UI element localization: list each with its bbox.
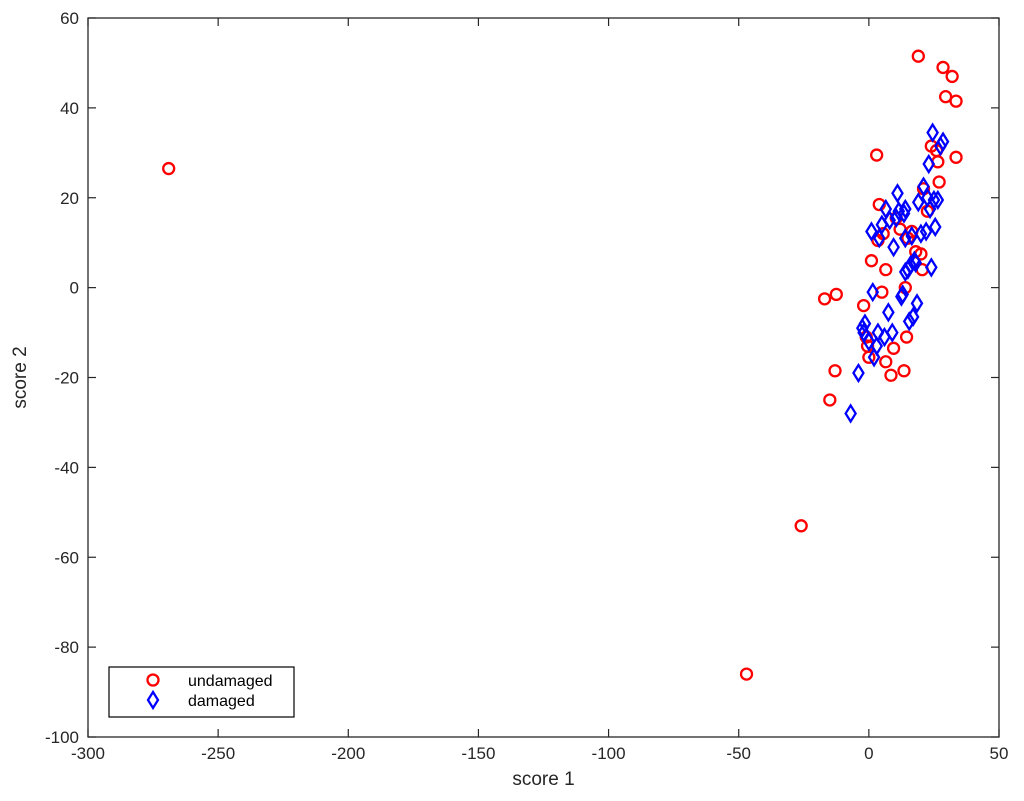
x-tick-label: -100 [592,744,626,763]
point-undamaged [794,519,808,533]
point-damaged [910,293,924,314]
y-tick-label: -60 [54,548,79,567]
point-damaged [865,221,878,242]
x-tick-label: -250 [201,744,235,763]
point-undamaged [829,287,843,302]
point-undamaged [870,148,884,162]
x-tick-label: -300 [71,744,105,763]
legend-marker-damaged [146,689,160,711]
point-damaged [883,210,897,231]
point-undamaged [949,150,963,164]
point-damaged [931,189,945,211]
y-tick-label: -80 [54,638,79,657]
point-undamaged [739,667,754,681]
legend-label-undamaged: undamaged [188,673,273,690]
point-damaged [924,257,938,278]
y-tick-label: -40 [54,458,79,477]
y-tick-label: -100 [45,728,79,747]
point-damaged [934,135,947,157]
point-undamaged [864,254,879,268]
point-undamaged [879,355,893,369]
point-undamaged [899,330,914,344]
y-tick-label: 60 [60,9,79,28]
legend-marker-undamaged [146,673,160,687]
point-undamaged [823,393,837,407]
point-damaged [866,281,880,303]
point-damaged [871,322,885,343]
point-damaged [872,228,886,249]
point-undamaged [932,175,946,189]
point-undamaged [938,89,953,104]
plot-background [88,18,999,737]
point-damaged [909,252,923,274]
x-tick-label: -150 [461,744,495,763]
legend-box [108,666,295,718]
y-tick-label: -20 [54,369,79,388]
point-damaged [862,331,876,352]
point-damaged [928,216,942,238]
point-undamaged [886,341,901,355]
point-damaged [898,228,912,249]
point-damaged [922,153,936,175]
point-undamaged [857,298,871,313]
point-damaged [896,284,910,305]
y-axis-label: score 2 [10,346,31,408]
point-damaged [936,131,950,152]
point-damaged [919,221,933,242]
point-damaged [904,254,917,276]
point-damaged [844,403,857,424]
point-damaged [914,223,928,244]
x-tick-label: -50 [726,744,751,763]
point-undamaged [936,60,950,75]
point-undamaged [884,368,898,382]
point-undamaged [897,364,911,378]
point-undamaged [945,69,959,84]
x-tick-label: 50 [990,744,1009,763]
point-damaged [906,306,920,328]
point-undamaged [828,364,842,378]
point-undamaged [911,49,925,63]
point-damaged [882,302,895,323]
point-damaged [858,313,872,334]
point-damaged [926,122,939,143]
point-damaged [902,311,916,332]
tick-labels: -300 -250 -200 -150 -100 -50 0 50-100-80-60-40-… [45,9,1008,763]
data-points [162,49,963,681]
point-damaged [901,259,915,280]
point-undamaged [817,292,832,306]
point-damaged [885,322,899,343]
x-tick-label: -200 [331,744,365,763]
series-undamaged [162,49,963,681]
point-damaged [911,192,925,213]
y-tick-label: 0 [70,279,79,298]
point-undamaged [862,350,876,364]
point-damaged [852,362,865,384]
plot-frame [87,17,1000,738]
point-damaged [927,189,941,211]
series-damaged [844,122,950,424]
point-undamaged [875,285,889,299]
point-undamaged [949,94,963,108]
point-undamaged [162,161,176,176]
point-damaged [855,317,869,339]
x-axis-label: score 1 [512,769,574,790]
point-undamaged [879,262,893,277]
y-tick-label: 40 [60,99,79,118]
point-damaged [870,335,884,357]
x-tick-label: 0 [864,744,873,763]
y-tick-label: 20 [60,189,79,208]
legend: undamaged damaged [108,666,295,718]
legend-label-damaged: damaged [188,693,255,710]
point-damaged [898,198,912,220]
point-damaged [887,237,900,258]
point-damaged [891,183,904,204]
